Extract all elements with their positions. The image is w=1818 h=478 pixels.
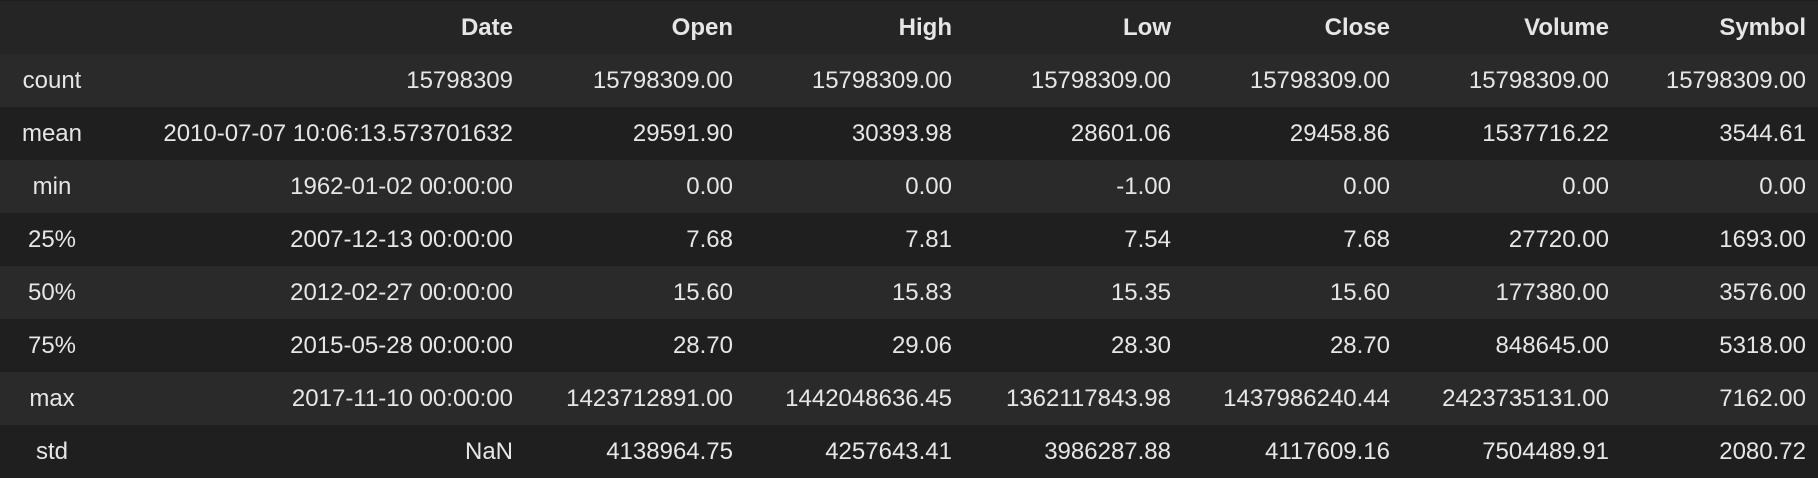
cell-low: 3986287.88: [1044, 437, 1171, 465]
cell-date: 2017-11-10 00:00:00: [291, 384, 513, 412]
cell-volume: 0.00: [1562, 172, 1609, 200]
cell-open: 15.60: [672, 278, 733, 306]
cell-date: 2012-02-27 00:00:00: [290, 278, 513, 306]
column-header-date: Date: [104, 1, 525, 54]
row-label: count: [22, 66, 82, 94]
cell-low: 28.30: [1110, 331, 1171, 359]
table-row-25pct: 25% 2007-12-13 00:00:00 7.68 7.81 7.54 7…: [0, 213, 1818, 266]
cell-volume: 177380.00: [1495, 278, 1609, 306]
cell-open: 28.70: [672, 331, 733, 359]
cell-date: 15798309: [406, 66, 513, 94]
cell-high: 4257643.41: [825, 437, 952, 465]
row-label: mean: [21, 119, 83, 147]
cell-date: 1962-01-02 00:00:00: [290, 172, 513, 200]
cell-date: 2010-07-07 10:06:13.573701632: [163, 119, 513, 147]
row-label: 25%: [27, 225, 77, 253]
cell-volume: 7504489.91: [1482, 437, 1609, 465]
cell-close: 29458.86: [1289, 119, 1390, 147]
cell-open: 0.00: [686, 172, 733, 200]
cell-volume: 1537716.22: [1482, 119, 1609, 147]
cell-low: 15.35: [1110, 278, 1171, 306]
table-row-count: count 15798309 15798309.00 15798309.00 1…: [0, 54, 1818, 107]
cell-low: 1362117843.98: [1005, 384, 1171, 412]
cell-symbol: 0.00: [1759, 172, 1806, 200]
cell-close: 4117609.16: [1264, 437, 1390, 465]
cell-close: 1437986240.44: [1223, 384, 1390, 412]
cell-open: 4138964.75: [606, 437, 733, 465]
cell-symbol: 3576.00: [1719, 278, 1806, 306]
cell-low: 15798309.00: [1030, 66, 1171, 94]
column-header-open: Open: [525, 1, 745, 54]
cell-close: 28.70: [1329, 331, 1390, 359]
cell-high: 7.81: [905, 225, 952, 253]
row-label: 50%: [27, 278, 77, 306]
row-label: max: [29, 384, 75, 412]
cell-date: 2015-05-28 00:00:00: [290, 331, 513, 359]
column-header-low: Low: [964, 1, 1183, 54]
cell-close: 0.00: [1343, 172, 1390, 200]
cell-symbol: 3544.61: [1719, 119, 1806, 147]
cell-symbol: 7162.00: [1719, 384, 1806, 412]
cell-close: 7.68: [1343, 225, 1390, 253]
header-row: Date Open High Low Close Volume Symbol: [0, 1, 1818, 54]
cell-high: 30393.98: [851, 119, 952, 147]
cell-low: 7.54: [1124, 225, 1171, 253]
cell-date: NaN: [464, 437, 513, 465]
cell-symbol: 2080.72: [1719, 437, 1806, 465]
cell-symbol: 5318.00: [1719, 331, 1806, 359]
cell-high: 15798309.00: [811, 66, 952, 94]
cell-open: 29591.90: [632, 119, 733, 147]
table-row-max: max 2017-11-10 00:00:00 1423712891.00 14…: [0, 372, 1818, 425]
row-label: 75%: [27, 331, 77, 359]
table-row-mean: mean 2010-07-07 10:06:13.573701632 29591…: [0, 107, 1818, 160]
table-row-75pct: 75% 2015-05-28 00:00:00 28.70 29.06 28.3…: [0, 319, 1818, 372]
table-row-50pct: 50% 2012-02-27 00:00:00 15.60 15.83 15.3…: [0, 266, 1818, 319]
cell-volume: 848645.00: [1495, 331, 1609, 359]
row-label: std: [35, 437, 68, 465]
cell-volume: 27720.00: [1508, 225, 1609, 253]
column-header-volume: Volume: [1402, 1, 1621, 54]
cell-high: 15.83: [891, 278, 952, 306]
table-row-min: min 1962-01-02 00:00:00 0.00 0.00 -1.00 …: [0, 160, 1818, 213]
cell-close: 15798309.00: [1249, 66, 1390, 94]
cell-open: 7.68: [686, 225, 733, 253]
column-header-high: High: [745, 1, 964, 54]
cell-high: 29.06: [891, 331, 952, 359]
cell-volume: 15798309.00: [1468, 66, 1609, 94]
column-header-close: Close: [1183, 1, 1402, 54]
cell-high: 1442048636.45: [785, 384, 952, 412]
cell-close: 15.60: [1329, 278, 1390, 306]
column-header-index: [0, 1, 104, 54]
cell-open: 15798309.00: [592, 66, 733, 94]
table-row-std: std NaN 4138964.75 4257643.41 3986287.88…: [0, 425, 1818, 478]
cell-open: 1423712891.00: [566, 384, 733, 412]
cell-date: 2007-12-13 00:00:00: [290, 225, 513, 253]
column-header-symbol: Symbol: [1621, 1, 1818, 54]
cell-symbol: 1693.00: [1719, 225, 1806, 253]
cell-low: 28601.06: [1070, 119, 1171, 147]
cell-symbol: 15798309.00: [1665, 66, 1806, 94]
cell-low: -1.00: [1116, 172, 1171, 200]
cell-volume: 2423735131.00: [1442, 384, 1609, 412]
cell-high: 0.00: [905, 172, 952, 200]
row-label: min: [32, 172, 72, 200]
